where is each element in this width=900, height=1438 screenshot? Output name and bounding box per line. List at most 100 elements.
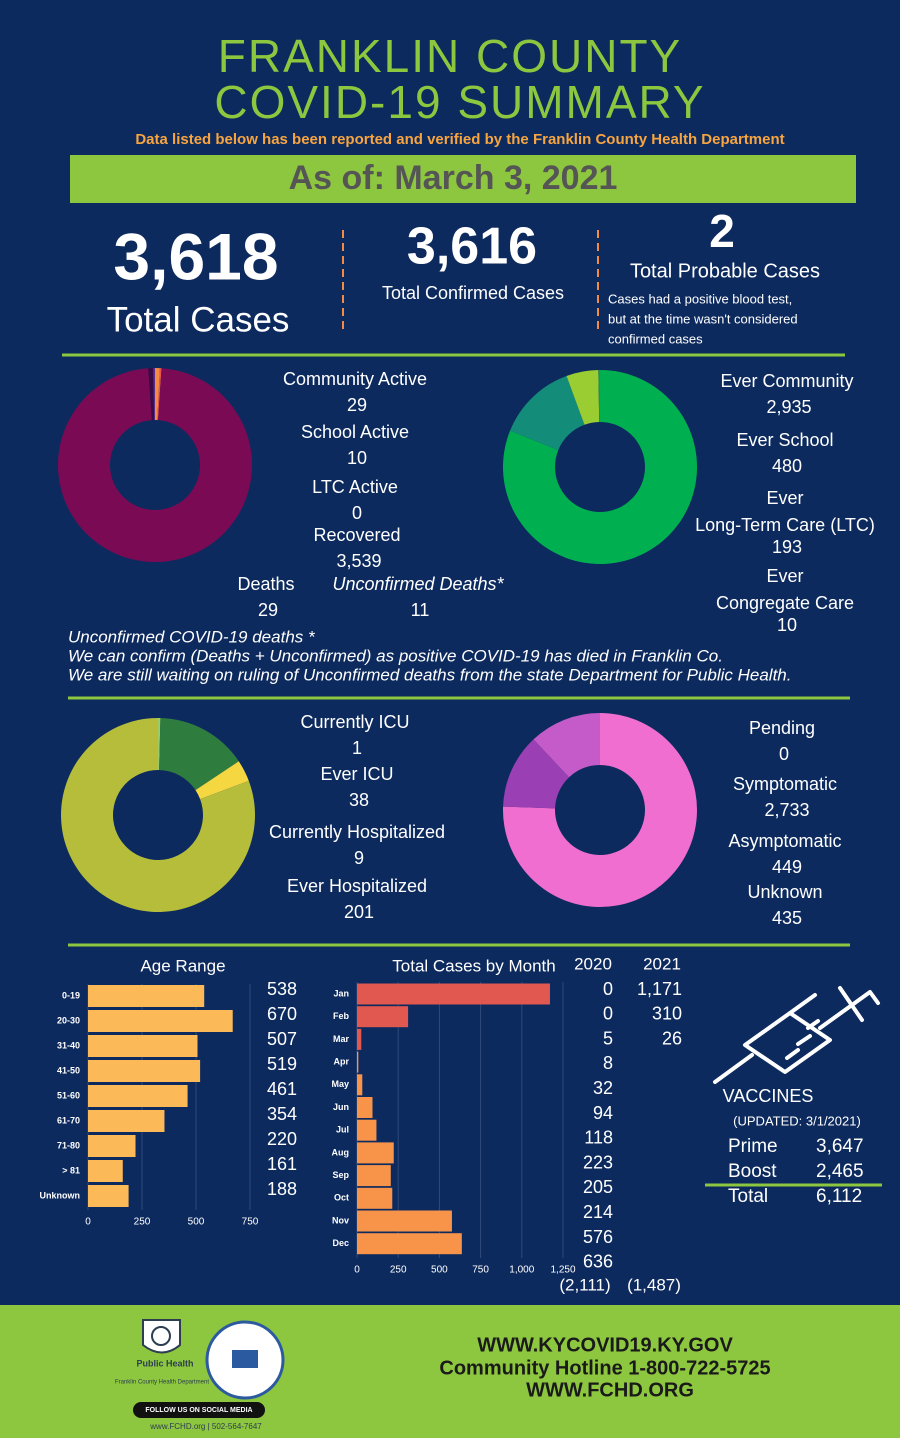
vaccine-label: Boost — [728, 1161, 777, 1182]
donut-label: Ever — [766, 488, 803, 508]
value-label: 220 — [267, 1129, 297, 1149]
vaccine-value: 3,647 — [816, 1136, 864, 1157]
y-tick-label: Jul — [336, 1125, 349, 1135]
value-label: 1,171 — [637, 979, 682, 999]
probable-note: but at the time wasn't considered — [608, 311, 798, 326]
x-tick-label: 0 — [354, 1265, 360, 1276]
donut-value: 0 — [352, 503, 362, 523]
bar — [88, 1110, 165, 1132]
donut-label: Currently ICU — [300, 712, 409, 732]
bar — [357, 1006, 409, 1028]
value-label: 636 — [583, 1252, 613, 1272]
donut-segment — [148, 368, 155, 421]
donut-label: Community Active — [283, 369, 427, 389]
y-tick-label: Oct — [334, 1193, 349, 1203]
donut-label: Ever School — [736, 430, 833, 450]
x-tick-label: 750 — [242, 1217, 259, 1228]
chart-title: Total Cases by Month — [392, 956, 555, 975]
donut-value: 2,935 — [766, 397, 811, 417]
subtitle: Data listed below has been reported and … — [135, 131, 784, 148]
as-of-date: As of: March 3, 2021 — [289, 159, 618, 197]
bar — [357, 1074, 363, 1096]
donut-label: Currently Hospitalized — [269, 822, 445, 842]
title: COVID-19 SUMMARY — [214, 76, 705, 128]
confirmed-cases: 3,616 — [407, 218, 537, 276]
vaccine-label: Prime — [728, 1136, 778, 1157]
y-tick-label: Dec — [332, 1238, 349, 1248]
donut-segment — [510, 375, 585, 451]
x-tick-label: 500 — [431, 1265, 448, 1276]
donut-value: 1 — [352, 738, 362, 758]
vaccines-title: VACCINES — [723, 1086, 814, 1106]
value-label: 223 — [583, 1152, 613, 1172]
donut-segment — [503, 739, 570, 809]
value-label: 8 — [603, 1053, 613, 1073]
donut-value: 3,539 — [336, 551, 381, 571]
donut-label: Pending — [749, 718, 815, 738]
value-label: 26 — [662, 1028, 682, 1048]
y-tick-label: Aug — [332, 1147, 350, 1157]
vaccine-label: Total — [728, 1186, 768, 1207]
syringe-icon — [713, 986, 880, 1084]
donut-label: Asymptomatic — [728, 831, 841, 851]
donut-label: Symptomatic — [733, 774, 837, 794]
y-tick-label: > 81 — [62, 1165, 80, 1175]
social-bar — [133, 1402, 265, 1418]
y-tick-label: Unknown — [40, 1190, 81, 1200]
bar — [88, 985, 205, 1007]
donut-segment — [195, 761, 249, 800]
note: Unconfirmed COVID-19 deaths * — [68, 627, 316, 646]
y-tick-label: 20-30 — [57, 1015, 80, 1025]
donut-label: Ever Hospitalized — [287, 876, 427, 896]
footer-link: Community Hotline 1-800-722-5725 — [439, 1357, 770, 1379]
value-label: 205 — [583, 1177, 613, 1197]
donut-value: 9 — [354, 848, 364, 868]
footer-link: WWW.KYCOVID19.KY.GOV — [477, 1334, 733, 1356]
bar — [357, 983, 550, 1005]
date-bar — [70, 155, 856, 203]
confirmed-label: Total Confirmed Cases — [382, 283, 564, 303]
y-tick-label: Jan — [333, 988, 349, 998]
value-label: 118 — [584, 1128, 613, 1148]
donut-label: Unknown — [747, 882, 822, 902]
donut-segment — [533, 713, 600, 778]
donut-value: 29 — [347, 395, 367, 415]
donut-label: Ever ICU — [320, 764, 393, 784]
donut-segment — [153, 368, 155, 421]
donut-value: 2,733 — [764, 800, 809, 820]
chart-title: Age Range — [140, 956, 225, 975]
probable-cases: 2 — [709, 205, 735, 257]
donut-segment — [58, 368, 253, 562]
series-name: 2020 — [574, 954, 612, 973]
donut-value: 193 — [772, 537, 802, 557]
bar — [357, 1233, 462, 1255]
donut-label: LTC Active — [312, 477, 398, 497]
title: FRANKLIN COUNTY — [218, 30, 682, 82]
donut-segment — [503, 370, 697, 564]
vaccines-updated: (UPDATED: 3/1/2021) — [733, 1113, 861, 1128]
value-label: 461 — [267, 1079, 297, 1099]
y-tick-label: 71-80 — [57, 1140, 80, 1150]
value-label: 576 — [583, 1227, 613, 1247]
y-tick-label: 41-50 — [57, 1065, 80, 1075]
donut-label: Long-Term Care (LTC) — [695, 515, 875, 535]
bar — [357, 1165, 391, 1187]
bar — [88, 1160, 123, 1182]
probable-label: Total Probable Cases — [630, 260, 820, 282]
x-tick-label: 250 — [390, 1265, 407, 1276]
value-label: 670 — [267, 1004, 297, 1024]
value-label: 94 — [593, 1103, 613, 1123]
value-label: 161 — [267, 1154, 297, 1174]
y-tick-label: Nov — [332, 1215, 349, 1225]
y-tick-label: 0-19 — [62, 990, 80, 1000]
donut-value: 201 — [344, 902, 374, 922]
probable-note: Cases had a positive blood test, — [608, 291, 792, 306]
note: We are still waiting on ruling of Unconf… — [68, 665, 791, 684]
contact: www.FCHD.org | 502-564-7647 — [149, 1422, 262, 1431]
vaccine-value: 2,465 — [816, 1161, 864, 1182]
total-cases-label: Total Cases — [107, 300, 290, 339]
donut-label: School Active — [301, 422, 409, 442]
donut-value: 11 — [411, 600, 430, 620]
value-label: 310 — [652, 1004, 682, 1024]
